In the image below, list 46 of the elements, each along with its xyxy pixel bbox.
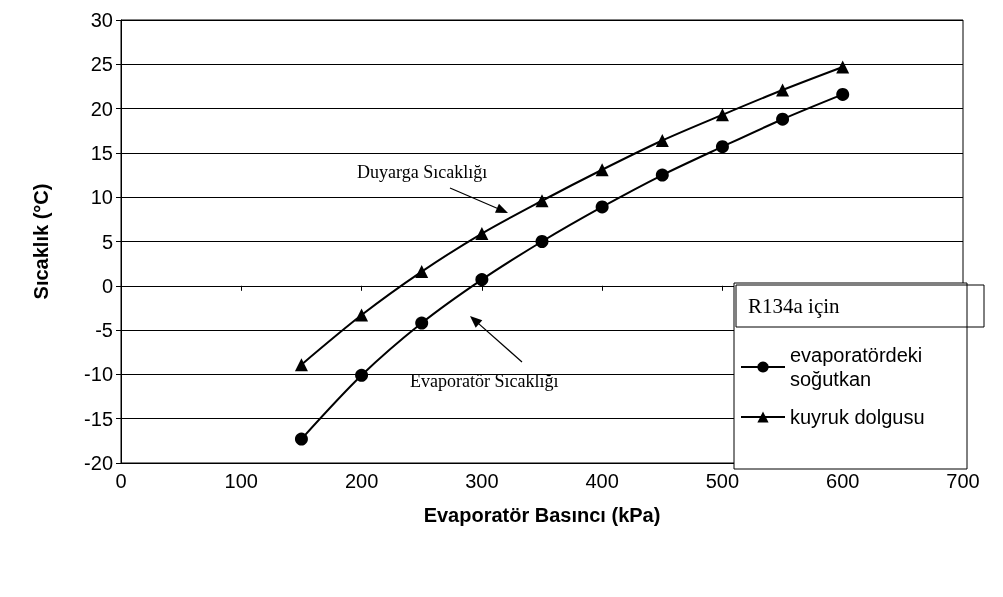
point (475, 227, 489, 241)
point (415, 316, 429, 330)
x-tick-label: 200 (344, 470, 379, 492)
x-axis-title: Evaporatör Basıncı (kPa) (423, 504, 661, 526)
x-tick-label: 300 (465, 470, 499, 492)
y-tick-label: -20 (84, 452, 113, 474)
y-tick-label: 25 (90, 53, 113, 76)
point (776, 83, 790, 97)
point (535, 194, 549, 208)
point (715, 140, 729, 154)
x-tick-label: 0 (115, 470, 127, 492)
y-tick-label: 0 (101, 274, 113, 297)
point (715, 108, 729, 122)
point (475, 273, 489, 287)
point (415, 265, 429, 279)
point (355, 368, 369, 382)
point (595, 200, 609, 214)
point (776, 112, 790, 126)
point (355, 308, 369, 322)
y-tick-label: 30 (90, 9, 113, 31)
x-tick-label: 400 (585, 470, 619, 492)
y-tick-label: -10 (84, 363, 113, 386)
y-tick-label: -5 (95, 319, 113, 342)
x-tick-label: 500 (705, 470, 740, 492)
x-tick-label: 600 (826, 470, 860, 492)
x-tick-label: 100 (224, 470, 258, 492)
legend-label: kuyruk dolgusu (790, 406, 925, 428)
annotation: Duyarga Sıcaklığı (357, 162, 488, 182)
y-tick-label: 5 (101, 230, 113, 253)
x-tick-label: 700 (946, 470, 980, 492)
y-axis-title: Sıcaklık (°C) (30, 183, 52, 300)
point (655, 168, 669, 182)
point (836, 87, 850, 101)
point (294, 432, 308, 446)
y-tick-label: 15 (90, 141, 113, 164)
legend-title: R134a için (748, 294, 841, 318)
point (595, 163, 609, 177)
point (535, 235, 549, 248)
y-tick-label: 10 (90, 186, 113, 209)
y-tick-label: 20 (90, 97, 113, 120)
legend-label: evaporatördeki soğutkan (790, 344, 928, 390)
point (836, 60, 850, 74)
point (655, 134, 669, 147)
annotation: Evaporatör Sıcaklığı (410, 371, 559, 391)
y-tick-label: -15 (84, 407, 113, 430)
point (294, 358, 308, 372)
